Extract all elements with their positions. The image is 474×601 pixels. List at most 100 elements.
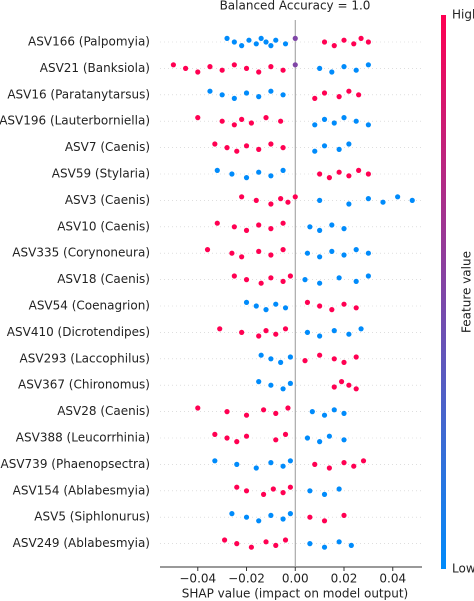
shap-dot xyxy=(229,171,235,177)
shap-dot xyxy=(307,514,313,520)
shap-dot xyxy=(239,43,245,49)
shap-dot xyxy=(263,307,269,313)
shap-dot xyxy=(292,194,298,200)
shap-dot xyxy=(380,199,386,205)
shap-dot xyxy=(341,410,347,416)
shap-dot xyxy=(331,43,337,49)
shap-dot xyxy=(268,141,274,147)
shap-dot xyxy=(268,460,274,466)
shap-dot xyxy=(353,118,359,124)
feature-label: ASV28 (Caenis) xyxy=(57,404,150,418)
shap-dot xyxy=(268,226,274,232)
shap-dot xyxy=(195,405,201,411)
x-tick-label: −0.02 xyxy=(228,572,265,586)
shap-dot xyxy=(182,65,189,71)
shap-dot xyxy=(351,41,357,47)
shap-dot xyxy=(280,167,286,173)
shap-dot xyxy=(243,175,250,181)
shap-dot xyxy=(273,437,279,443)
shap-dot xyxy=(263,39,269,45)
shap-dot xyxy=(282,431,289,437)
shap-dot xyxy=(287,354,293,360)
shap-dot xyxy=(234,541,240,547)
shap-dot xyxy=(285,405,291,411)
shap-dot xyxy=(195,115,201,121)
shap-dot xyxy=(253,465,259,471)
shap-dot xyxy=(260,407,267,413)
shap-dot xyxy=(243,433,250,439)
shap-dot xyxy=(321,143,328,149)
shap-dot xyxy=(273,301,279,307)
shap-dot xyxy=(212,458,218,464)
shap-dot xyxy=(329,248,335,254)
shap-dot xyxy=(263,328,269,334)
shap-dot xyxy=(365,39,371,45)
x-tick-label: 0.04 xyxy=(379,572,406,586)
feature-label: ASV293 (Laccophilus) xyxy=(20,351,150,365)
shap-dot xyxy=(263,539,269,545)
shap-dot xyxy=(309,409,315,415)
shap-dot xyxy=(302,277,308,283)
shap-dot xyxy=(304,250,311,256)
shap-dot xyxy=(243,277,250,283)
shap-dot xyxy=(365,250,371,256)
shap-dot xyxy=(204,247,211,253)
feature-label: ASV196 (Lauterborniella) xyxy=(0,114,150,128)
shap-dot xyxy=(341,512,347,519)
feature-label: ASV10 (Caenis) xyxy=(57,219,150,233)
shap-dot xyxy=(234,484,240,490)
shap-dot xyxy=(307,224,313,230)
shap-dot xyxy=(248,544,254,550)
shap-dot xyxy=(282,41,289,47)
shap-dot xyxy=(365,196,371,202)
shap-dot xyxy=(302,358,308,364)
shap-dot xyxy=(280,92,286,98)
shap-dot xyxy=(353,67,359,73)
shap-dot xyxy=(358,326,364,332)
shap-dot xyxy=(348,542,354,549)
x-tick-label: 0.00 xyxy=(282,572,309,586)
shap-dot xyxy=(268,173,274,179)
shap-dot xyxy=(224,409,230,415)
shap-dot xyxy=(280,516,286,522)
shap-dot xyxy=(321,518,328,524)
shap-dot xyxy=(273,331,279,337)
shap-dot xyxy=(351,463,357,469)
shap-dot xyxy=(312,148,318,154)
colorbar-label: Feature value xyxy=(460,251,474,333)
shap-dot xyxy=(224,145,230,151)
shap-dot xyxy=(260,491,267,497)
shap-dot xyxy=(336,94,342,100)
shap-dot xyxy=(256,94,262,100)
shap-dot xyxy=(256,248,262,254)
x-axis-label: SHAP value (impact on model output) xyxy=(182,587,409,601)
shap-dot xyxy=(331,120,337,126)
shap-dot xyxy=(280,145,286,151)
shap-dot xyxy=(221,537,228,543)
shap-dot xyxy=(219,92,225,98)
shap-dot xyxy=(346,173,352,179)
shap-dot xyxy=(268,275,274,281)
shap-dot xyxy=(317,171,323,177)
shap-dot xyxy=(341,64,347,70)
feature-label: ASV249 (Ablabesmyia) xyxy=(13,536,150,550)
shap-dot xyxy=(246,37,252,43)
shap-dot xyxy=(336,169,342,175)
shap-dot xyxy=(346,201,352,207)
shap-dot xyxy=(231,224,237,230)
shap-dot xyxy=(331,384,337,390)
shap-dot xyxy=(321,491,328,497)
shap-dot xyxy=(365,122,371,128)
shap-dot xyxy=(353,247,359,253)
shap-dot xyxy=(263,115,269,121)
shap-dot xyxy=(341,460,347,466)
feature-label: ASV18 (Caenis) xyxy=(57,272,150,286)
shap-dot xyxy=(282,326,289,332)
shap-dot xyxy=(317,280,323,286)
shap-dot xyxy=(243,299,250,305)
shap-dot xyxy=(336,486,342,492)
feature-label: ASV21 (Banksiola) xyxy=(40,61,150,75)
shap-dot xyxy=(317,254,323,260)
shap-dot xyxy=(317,439,323,445)
